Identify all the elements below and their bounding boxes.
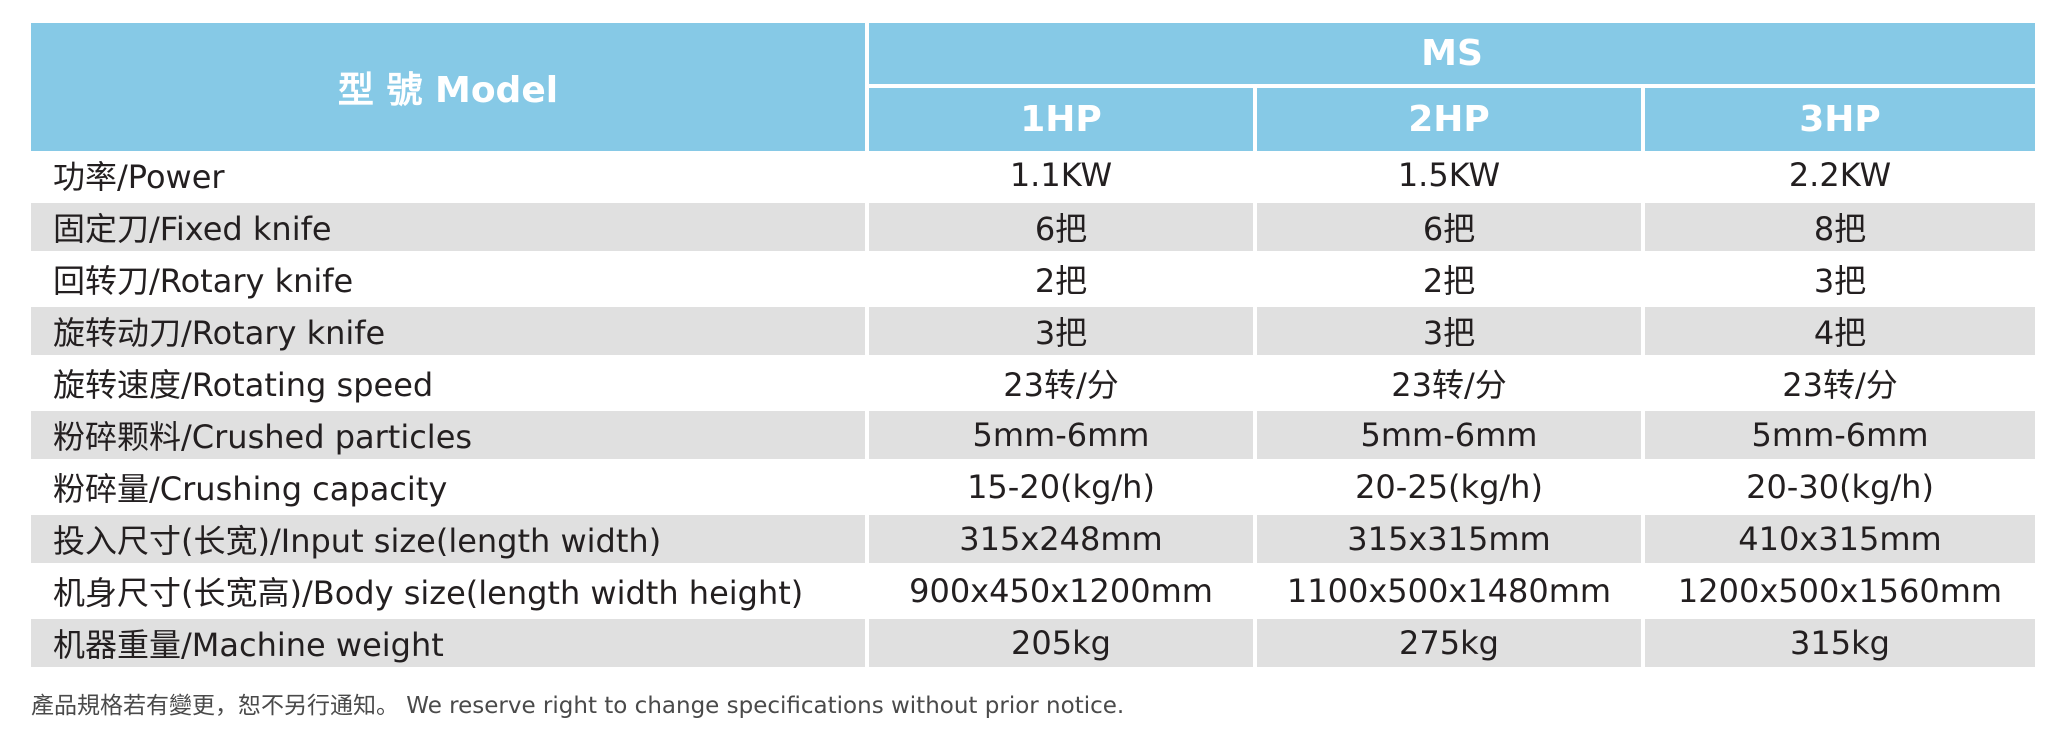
cell-value: 1.5KW bbox=[1257, 151, 1645, 203]
cell-value: 3把 bbox=[1645, 255, 2036, 307]
table-row: 投入尺寸(长宽)/Input size(length width) 315x24… bbox=[31, 515, 2036, 567]
hp-header-2: 2HP bbox=[1257, 88, 1645, 151]
table-row: 粉碎颗料/Crushed particles 5mm-6mm 5mm-6mm 5… bbox=[31, 411, 2036, 463]
table-row: 机器重量/Machine weight 205kg 275kg 315kg bbox=[31, 619, 2036, 671]
cell-value: 275kg bbox=[1257, 619, 1645, 671]
row-label: 回转刀/Rotary knife bbox=[31, 255, 869, 307]
cell-value: 410x315mm bbox=[1645, 515, 2036, 567]
row-label: 旋转速度/Rotating speed bbox=[31, 359, 869, 411]
cell-value: 20-25(kg/h) bbox=[1257, 463, 1645, 515]
cell-value: 1100x500x1480mm bbox=[1257, 567, 1645, 619]
row-label: 机身尺寸(长宽高)/Body size(length width height) bbox=[31, 567, 869, 619]
cell-value: 2把 bbox=[869, 255, 1257, 307]
cell-value: 23转/分 bbox=[1645, 359, 2036, 411]
cell-value: 23转/分 bbox=[1257, 359, 1645, 411]
cell-value: 8把 bbox=[1645, 203, 2036, 255]
cell-value: 6把 bbox=[1257, 203, 1645, 255]
row-label: 旋转动刀/Rotary knife bbox=[31, 307, 869, 359]
cell-value: 1200x500x1560mm bbox=[1645, 567, 2036, 619]
cell-value: 2.2KW bbox=[1645, 151, 2036, 203]
table-row: 粉碎量/Crushing capacity 15-20(kg/h) 20-25(… bbox=[31, 463, 2036, 515]
cell-value: 1.1KW bbox=[869, 151, 1257, 203]
cell-value: 2把 bbox=[1257, 255, 1645, 307]
table-row: 旋转动刀/Rotary knife 3把 3把 4把 bbox=[31, 307, 2036, 359]
cell-value: 6把 bbox=[869, 203, 1257, 255]
hp-header-3: 3HP bbox=[1645, 88, 2036, 151]
cell-value: 315kg bbox=[1645, 619, 2036, 671]
cell-value: 23转/分 bbox=[869, 359, 1257, 411]
cell-value: 20-30(kg/h) bbox=[1645, 463, 2036, 515]
model-header: 型 號 Model bbox=[31, 23, 869, 151]
cell-value: 5mm-6mm bbox=[869, 411, 1257, 463]
hp-header-1: 1HP bbox=[869, 88, 1257, 151]
table-row: 机身尺寸(长宽高)/Body size(length width height)… bbox=[31, 567, 2036, 619]
cell-value: 5mm-6mm bbox=[1257, 411, 1645, 463]
row-label: 机器重量/Machine weight bbox=[31, 619, 869, 671]
cell-value: 900x450x1200mm bbox=[869, 567, 1257, 619]
table-row: 旋转速度/Rotating speed 23转/分 23转/分 23转/分 bbox=[31, 359, 2036, 411]
series-header: MS bbox=[869, 23, 2036, 89]
cell-value: 5mm-6mm bbox=[1645, 411, 2036, 463]
table-row: 固定刀/Fixed knife 6把 6把 8把 bbox=[31, 203, 2036, 255]
cell-value: 3把 bbox=[869, 307, 1257, 359]
cell-value: 315x248mm bbox=[869, 515, 1257, 567]
cell-value: 3把 bbox=[1257, 307, 1645, 359]
footnote: 產品規格若有變更，恕不另行通知。 We reserve right to cha… bbox=[31, 693, 1125, 719]
row-label: 粉碎颗料/Crushed particles bbox=[31, 411, 869, 463]
table-row: 回转刀/Rotary knife 2把 2把 3把 bbox=[31, 255, 2036, 307]
row-label: 投入尺寸(长宽)/Input size(length width) bbox=[31, 515, 869, 567]
row-label: 粉碎量/Crushing capacity bbox=[31, 463, 869, 515]
table-row: 功率/Power 1.1KW 1.5KW 2.2KW bbox=[31, 151, 2036, 203]
row-label: 固定刀/Fixed knife bbox=[31, 203, 869, 255]
cell-value: 15-20(kg/h) bbox=[869, 463, 1257, 515]
cell-value: 205kg bbox=[869, 619, 1257, 671]
cell-value: 315x315mm bbox=[1257, 515, 1645, 567]
cell-value: 4把 bbox=[1645, 307, 2036, 359]
spec-table: 型 號 Model MS 1HP 2HP 3HP 功率/Power 1.1KW … bbox=[31, 23, 2036, 671]
row-label: 功率/Power bbox=[31, 151, 869, 203]
